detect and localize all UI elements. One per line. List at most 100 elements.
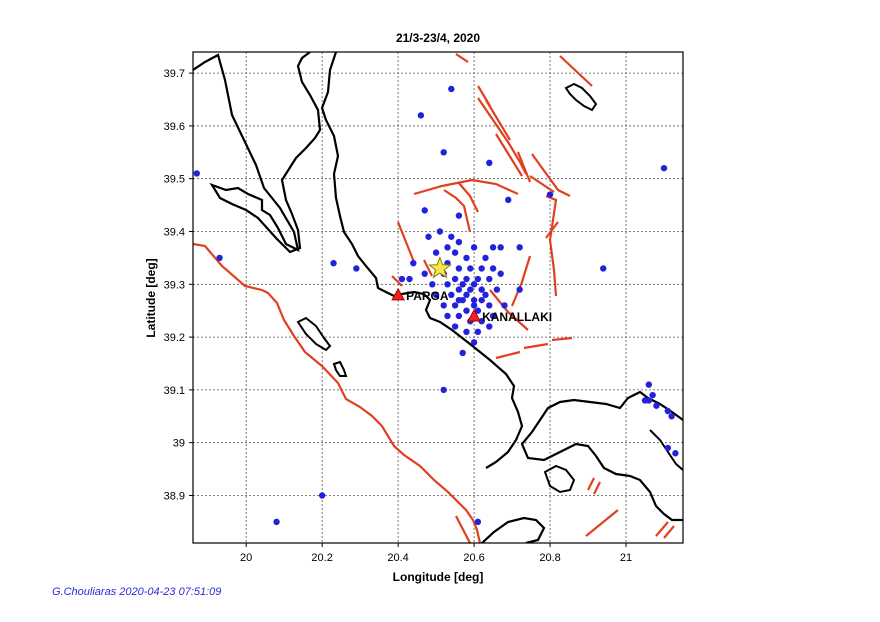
earthquake-point	[664, 407, 672, 415]
earthquake-point	[448, 233, 455, 240]
earthquake-point	[672, 450, 679, 457]
x-tick-label: 20.6	[463, 552, 484, 564]
earthquake-point	[497, 270, 504, 277]
earthquake-point	[425, 233, 432, 240]
earthquake-point	[451, 249, 459, 256]
earthquake-point	[482, 291, 489, 299]
earthquake-point	[451, 302, 459, 309]
earthquake-point	[486, 302, 493, 309]
earthquake-point	[474, 275, 482, 283]
earthquake-point	[600, 265, 607, 272]
earthquake-point	[440, 386, 447, 394]
earthquake-point	[440, 149, 447, 156]
earthquake-point	[467, 286, 474, 293]
earthquake-point	[451, 323, 459, 330]
x-axis-ticks: 20 20.2 20.4 20.6 20.8 21	[240, 543, 632, 564]
aetolia-coastline	[520, 390, 683, 522]
station-triangle	[391, 287, 405, 301]
y-axis-label: Latitude [deg]	[144, 258, 158, 337]
earthquake-point	[444, 312, 451, 320]
earthquake-point	[516, 244, 523, 251]
earthquake-point	[486, 275, 493, 283]
earthquake-point	[406, 275, 413, 283]
station-labels: PARGA KANALLAKI	[406, 289, 552, 324]
earthquake-point	[645, 381, 653, 388]
earthquake-point	[455, 238, 463, 246]
earthquake-point	[516, 286, 523, 293]
station-label: PARGA	[406, 289, 449, 303]
earthquake-point	[645, 397, 653, 404]
data-marks	[193, 85, 679, 526]
earthquake-point	[497, 244, 504, 251]
earthquake-point	[463, 254, 470, 262]
x-tick-label: 20.4	[387, 552, 408, 564]
earthquake-point	[455, 286, 463, 293]
earthquake-point	[660, 164, 668, 172]
fault-lines	[391, 53, 675, 543]
earthquake-point	[421, 270, 428, 277]
earthquake-point	[463, 291, 470, 299]
earthquake-point	[649, 391, 656, 399]
y-tick-label: 39.3	[164, 279, 185, 291]
x-tick-label: 20	[240, 552, 252, 564]
earthquake-point	[444, 281, 451, 288]
earthquake-point	[474, 518, 482, 526]
earthquake-point	[489, 312, 497, 320]
earthquake-point	[436, 228, 444, 235]
earthquake-point	[432, 249, 440, 256]
earthquake-point	[455, 265, 463, 272]
chart-title: 21/3-23/4, 2020	[396, 31, 480, 45]
offshore-fault-trace	[193, 242, 482, 543]
antipaxoi-coastline	[332, 360, 348, 377]
earthquake-point	[489, 265, 497, 272]
paxoi-coastline	[296, 316, 332, 352]
x-tick-label: 20.8	[539, 552, 560, 564]
earthquake-point	[467, 265, 474, 272]
y-tick-label: 39	[173, 438, 185, 450]
lefkada-coastline	[481, 516, 546, 543]
earthquake-point	[421, 207, 428, 214]
y-tick-label: 39.2	[164, 332, 185, 344]
earthquake-point	[470, 281, 478, 288]
station-triangle	[467, 308, 481, 322]
earthquake-point	[489, 244, 497, 251]
earthquake-point	[470, 296, 478, 304]
earthquake-point	[398, 275, 406, 283]
earthquake-point	[546, 191, 554, 198]
station-label: KANALLAKI	[482, 310, 552, 324]
x-tick-label: 21	[620, 552, 632, 564]
earthquake-point	[455, 212, 463, 219]
mainshock-star	[428, 256, 452, 279]
earthquake-point	[493, 286, 501, 293]
small-island-coastline	[564, 82, 598, 112]
earthquake-point	[470, 302, 478, 309]
y-tick-label: 39.5	[164, 174, 185, 186]
y-axis-ticks: 38.9 39 39.1 39.2 39.3 39.4 39.5 39.6 39.7	[164, 68, 193, 502]
earthquake-point	[470, 339, 478, 346]
earthquake-point	[455, 296, 463, 304]
earthquake-point	[474, 328, 482, 336]
y-tick-label: 39.6	[164, 121, 185, 133]
x-axis-label: Longitude [deg]	[393, 570, 484, 584]
earthquake-point	[478, 286, 485, 293]
earthquake-point	[653, 402, 660, 409]
earthquake-point	[451, 275, 459, 283]
earthquake-point	[444, 244, 451, 251]
earthquake-point	[440, 302, 447, 309]
earthquake-point	[482, 254, 489, 262]
earthquake-point	[459, 349, 466, 357]
earthquake-point	[455, 312, 463, 320]
epirus-coastline	[320, 52, 524, 469]
y-tick-label: 39.4	[164, 227, 185, 239]
earthquake-point	[478, 318, 485, 325]
earthquake-point	[410, 259, 417, 267]
earthquake-point	[429, 281, 436, 288]
earthquake-point	[486, 323, 493, 330]
mainland-coastline	[193, 52, 322, 254]
earthquake-point	[216, 254, 223, 262]
y-tick-label: 39.7	[164, 68, 185, 80]
earthquake-point	[470, 244, 478, 251]
earthquake-point	[330, 259, 337, 267]
